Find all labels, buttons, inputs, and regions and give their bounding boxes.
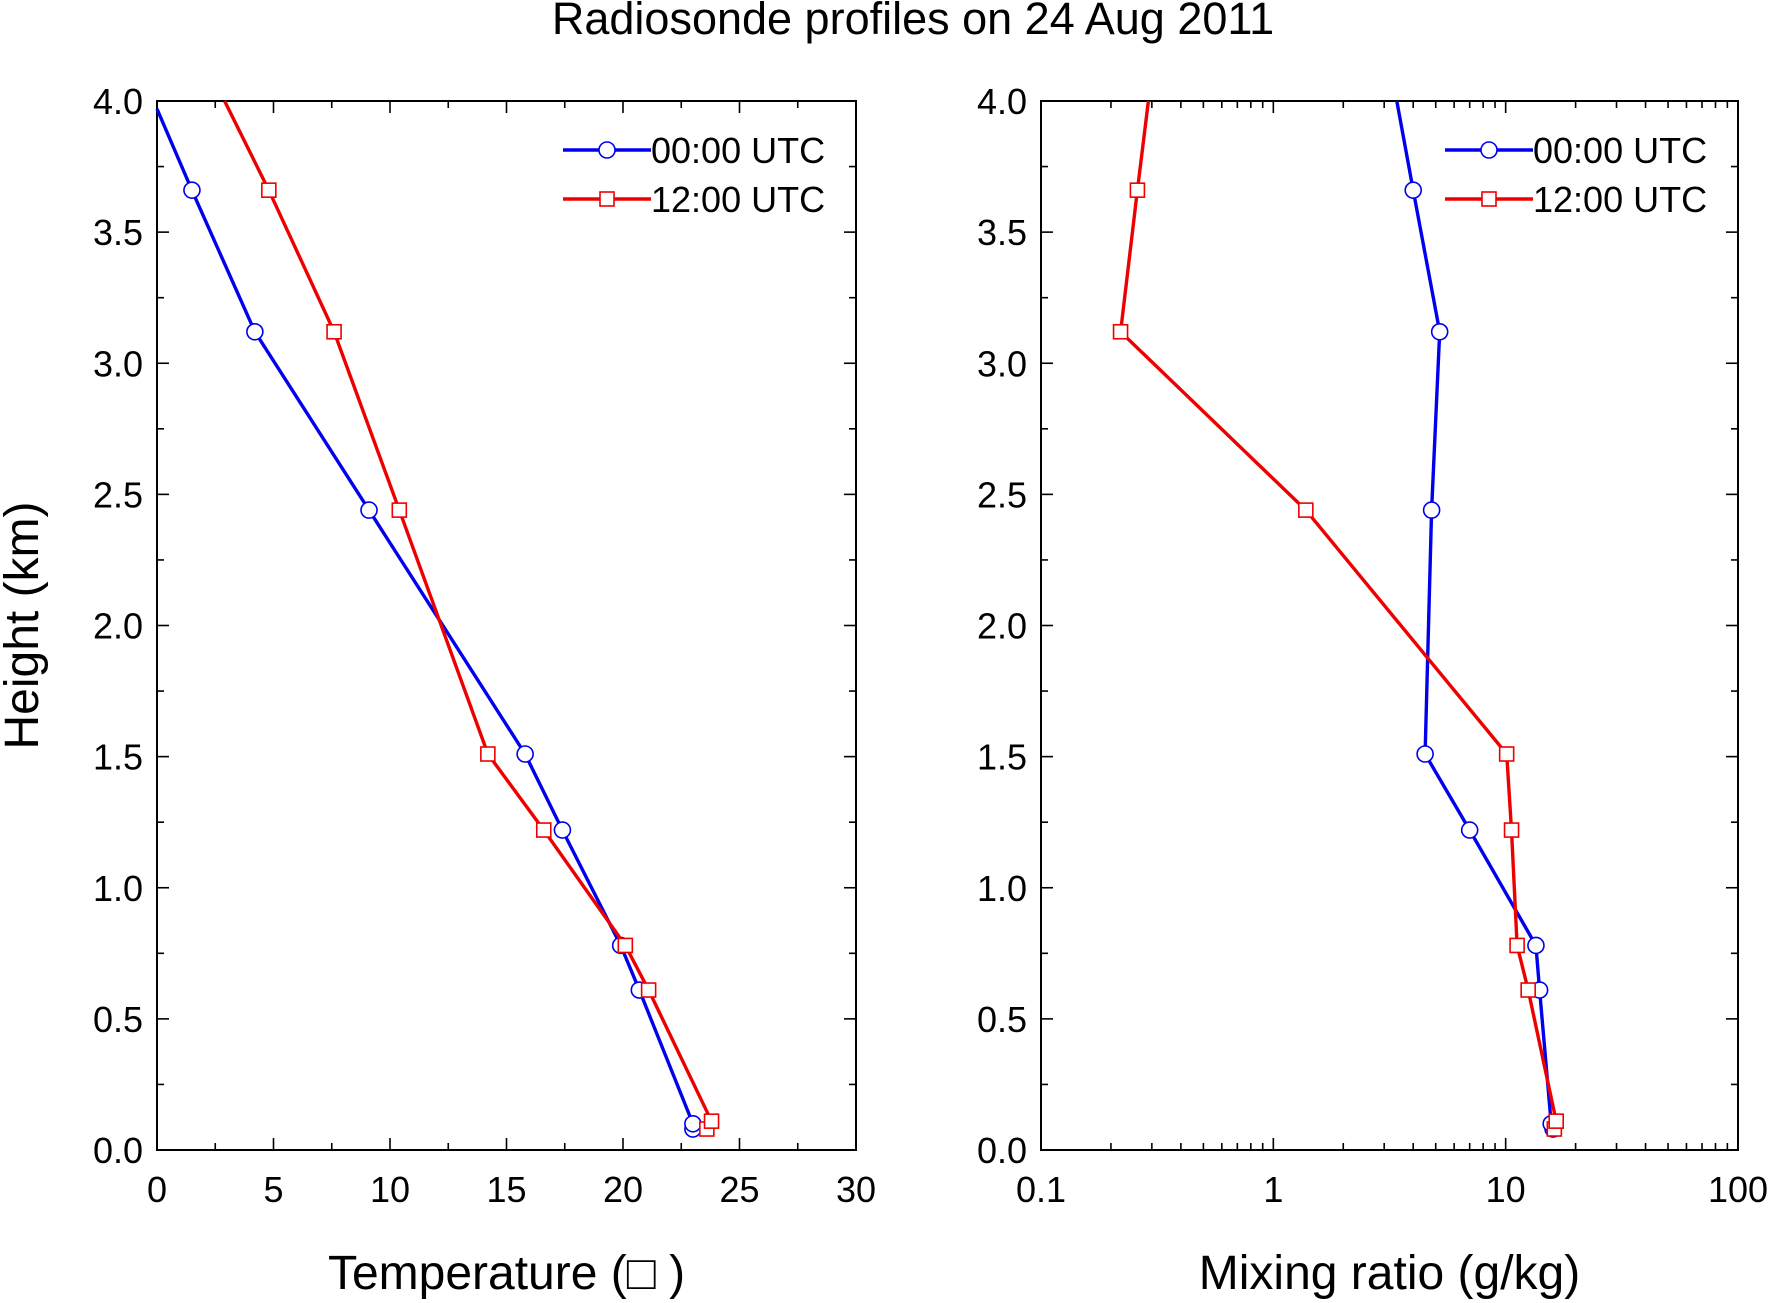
y-tick-label: 0.0: [93, 1130, 143, 1171]
data-point-1200-utc: [391, 502, 408, 518]
data-point-1200-utc: [1520, 982, 1536, 998]
y-tick-label: 1.0: [977, 868, 1027, 909]
data-point-0000-utc: [360, 501, 378, 519]
data-point-0000-utc: [1416, 745, 1434, 763]
data-point-1200-utc: [1298, 502, 1314, 518]
x-tick-label: 0: [147, 1169, 167, 1210]
legend-label: 12:00 UTC: [651, 179, 825, 220]
y-tick-label: 0.0: [977, 1130, 1027, 1171]
y-tick-label: 3.5: [93, 212, 143, 253]
y-tick-label: 1.5: [93, 737, 143, 778]
legend-marker-square: [599, 191, 615, 207]
y-tick-label: 2.0: [93, 606, 143, 647]
x-tick-label: 10: [370, 1169, 410, 1210]
data-point-0000-utc: [553, 821, 572, 839]
y-tick-label: 3.0: [93, 343, 143, 384]
x-axis-label: Mixing ratio (g/kg): [1199, 1247, 1580, 1300]
legend-label: 00:00 UTC: [651, 130, 825, 171]
series-line-0000-utc: [155, 108, 695, 1125]
y-axis-label: Height (km): [0, 501, 49, 749]
x-tick-label: 1: [1263, 1169, 1283, 1210]
y-tick-label: 1.0: [93, 868, 143, 909]
legend-marker-circle: [1480, 141, 1498, 159]
x-tick-label: 5: [263, 1169, 283, 1210]
series-line-1200-utc: [223, 100, 714, 1122]
data-point-0000-utc: [1422, 501, 1441, 519]
series-line-1200-utc: [1118, 100, 1558, 1122]
data-point-0000-utc: [1460, 821, 1479, 839]
mixing-ratio-panel: 0.0 0.5 1.0 1.5 2.0 2.5 3.0 3.5 4.0 0.1 1 10 100 Mixi…: [977, 81, 1768, 1300]
x-axis-label: Temperature (□ ): [328, 1247, 685, 1300]
y-tick-label: 2.5: [93, 474, 143, 515]
plot-frame: [1040, 100, 1739, 1151]
data-point-1200-utc: [1503, 822, 1520, 838]
figure-title: Radiosonde profiles on 24 Aug 2011: [552, 0, 1274, 44]
x-tick-label: 20: [603, 1169, 643, 1210]
data-point-0000-utc: [246, 322, 264, 341]
plot-frame: [156, 100, 857, 1151]
legend-marker-square: [1481, 191, 1497, 207]
y-tick-label: 0.5: [93, 999, 143, 1040]
y-tick-label: 3.0: [977, 343, 1027, 384]
data-point-1200-utc: [703, 1113, 720, 1129]
y-tick-label: 3.5: [977, 212, 1027, 253]
y-tick-label: 2.0: [977, 606, 1027, 647]
data-point-0000-utc: [183, 181, 201, 199]
data-point-1200-utc: [261, 182, 277, 198]
series-line-0000-utc: [1395, 100, 1553, 1124]
x-tick-label: 25: [719, 1169, 759, 1210]
data-point-1200-utc: [1509, 937, 1525, 954]
data-point-1200-utc: [1129, 182, 1146, 198]
data-point-0000-utc: [516, 745, 534, 763]
legend-label: 12:00 UTC: [1533, 179, 1707, 220]
data-point-1200-utc: [480, 746, 496, 762]
y-tick-label: 4.0: [977, 81, 1027, 122]
data-point-0000-utc: [1404, 181, 1423, 199]
x-tick-label: 30: [836, 1169, 876, 1210]
data-point-1200-utc: [1548, 1113, 1564, 1129]
data-point-1200-utc: [1112, 323, 1129, 340]
data-point-1200-utc: [535, 822, 552, 838]
x-tick-label: 0.1: [1016, 1169, 1066, 1210]
y-tick-label: 2.5: [977, 474, 1027, 515]
y-tick-label: 0.5: [977, 999, 1027, 1040]
x-tick-label: 100: [1708, 1169, 1768, 1210]
x-tick-label: 10: [1486, 1169, 1526, 1210]
data-point-1200-utc: [1498, 746, 1515, 762]
data-point-0000-utc: [1527, 936, 1545, 955]
y-tick-label: 1.5: [977, 737, 1027, 778]
legend-label: 00:00 UTC: [1533, 130, 1707, 171]
temperature-panel: 0.0 0.5 1.0 1.5 2.0 2.5 3.0 3.5 4.0 0 5 10 15 20 25 30 T…: [0, 81, 876, 1300]
data-point-0000-utc: [1430, 322, 1449, 341]
x-tick-label: 15: [486, 1169, 526, 1210]
data-point-0000-utc: [684, 1114, 702, 1133]
data-point-1200-utc: [640, 982, 657, 998]
data-point-1200-utc: [326, 323, 342, 340]
legend-marker-circle: [598, 141, 616, 159]
data-point-1200-utc: [617, 937, 634, 954]
y-tick-label: 4.0: [93, 81, 143, 122]
